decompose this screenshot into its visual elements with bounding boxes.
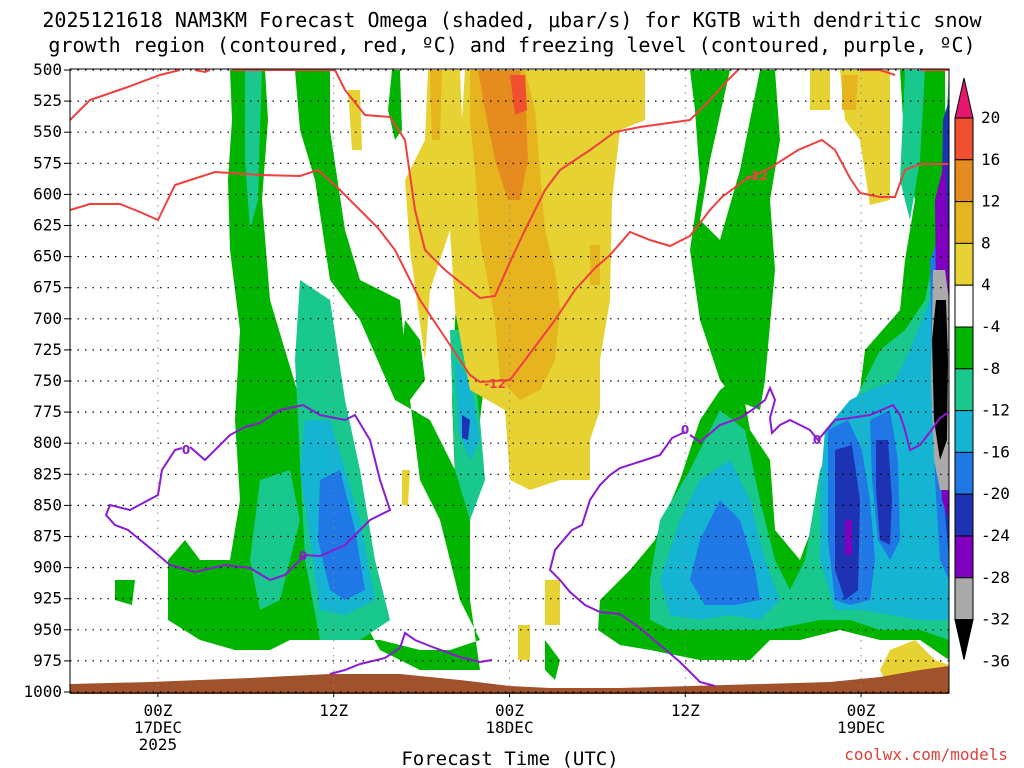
- omega-shading-gold: [430, 70, 858, 400]
- colorbar-label: 20: [981, 108, 1000, 127]
- dgz-contours: [69, 69, 949, 384]
- freezing-label-4: 0: [813, 433, 821, 447]
- colorbar-label: 16: [981, 150, 1000, 169]
- y-tick-label: 750: [33, 371, 62, 390]
- colorbar-swatch: [954, 368, 974, 412]
- x-tick-label: 00Z: [847, 701, 876, 720]
- colorbar-label: -12: [981, 401, 1010, 420]
- grid-lines: [70, 69, 949, 693]
- y-tick-label: 850: [33, 495, 62, 514]
- freezing-level-contours: [104, 385, 950, 687]
- colorbar-label: -24: [981, 526, 1010, 545]
- colorbar: 20 16 12 8 4 -4 -8 -12 -16 -20 -24 -28 -32 -36: [954, 77, 1010, 670]
- colorbar-swatch: [954, 410, 974, 453]
- colorbar-label: -16: [981, 442, 1010, 461]
- y-tick-label: 875: [33, 527, 62, 546]
- colorbar-swatch: [954, 159, 974, 203]
- freezing-label-1: 0: [182, 443, 190, 457]
- colorbar-label: -36: [981, 651, 1010, 670]
- ground-terrain: [70, 666, 949, 694]
- colorbar-label: -8: [981, 359, 1000, 378]
- omega-shading-black: [932, 300, 948, 460]
- y-tick-label: 725: [33, 340, 62, 359]
- colorbar-label: 4: [981, 275, 991, 294]
- y-tick-label: 650: [33, 247, 62, 266]
- y-tick-label: 700: [33, 309, 62, 328]
- y-tick-label: 900: [33, 558, 62, 577]
- freezing-label-2: 0: [299, 549, 307, 563]
- colorbar-label: -32: [981, 610, 1010, 629]
- y-tick-label: 525: [33, 91, 62, 110]
- y-tick-label: 675: [33, 278, 62, 297]
- colorbar-swatch: [954, 117, 974, 161]
- colorbar-swatch: [954, 242, 974, 286]
- chart-title-line1: 2025121618 NAM3KM Forecast Omega (shaded…: [42, 8, 982, 32]
- colorbar-swatch: [954, 284, 974, 328]
- dgz-label-1: -12: [484, 377, 506, 391]
- x-tick-label: 00Z: [143, 701, 172, 720]
- y-tick-label: 800: [33, 433, 62, 452]
- colorbar-label: -20: [981, 484, 1010, 503]
- colorbar-swatch: [954, 326, 974, 370]
- y-tick-label: 1000: [23, 682, 62, 701]
- colorbar-label: -4: [981, 317, 1000, 336]
- x-tick-label: 12Z: [671, 701, 700, 720]
- colorbar-label: -28: [981, 568, 1010, 587]
- freezing-label-3: 0: [681, 423, 689, 437]
- y-tick-label: 625: [33, 216, 62, 235]
- colorbar-swatch: [954, 577, 974, 621]
- omega-shading-red: [510, 75, 527, 115]
- colorbar-swatch: [954, 451, 974, 495]
- x-tick-label: 2025: [139, 735, 178, 754]
- plot-area: -12 -12 0 0 0 0: [69, 68, 950, 694]
- colorbar-top-arrow: [954, 77, 974, 119]
- chart-title-line2: growth region (contoured, red, ºC) and f…: [48, 33, 975, 57]
- y-tick-label: 550: [33, 122, 62, 141]
- colorbar-swatch: [954, 493, 974, 537]
- colorbar-bottom-arrow: [954, 619, 974, 660]
- colorbar-label: 8: [981, 233, 991, 252]
- y-tick-label: 975: [33, 651, 62, 670]
- x-tick-label: 12Z: [319, 701, 348, 720]
- y-tick-label: 775: [33, 402, 62, 421]
- x-tick-label: 19DEC: [837, 718, 885, 737]
- credit-text: coolwx.com/models: [844, 745, 1008, 764]
- x-tick-label: 00Z: [495, 701, 524, 720]
- dgz-label-2: -12: [746, 169, 768, 183]
- colorbar-swatch: [954, 201, 974, 244]
- y-axis-pressure: 500 525 550 575 600 625 650 675 700 725 750 775 800 8…: [23, 60, 70, 701]
- y-tick-label: 500: [33, 60, 62, 79]
- y-tick-label: 825: [33, 464, 62, 483]
- y-tick-label: 575: [33, 153, 62, 172]
- y-tick-label: 950: [33, 620, 62, 639]
- x-tick-label: 17DEC: [134, 718, 182, 737]
- colorbar-label: 12: [981, 192, 1000, 211]
- x-tick-label: 18DEC: [485, 718, 533, 737]
- x-axis-label: Forecast Time (UTC): [401, 748, 618, 768]
- y-tick-label: 925: [33, 589, 62, 608]
- colorbar-swatch: [954, 535, 974, 579]
- y-tick-label: 600: [33, 184, 62, 203]
